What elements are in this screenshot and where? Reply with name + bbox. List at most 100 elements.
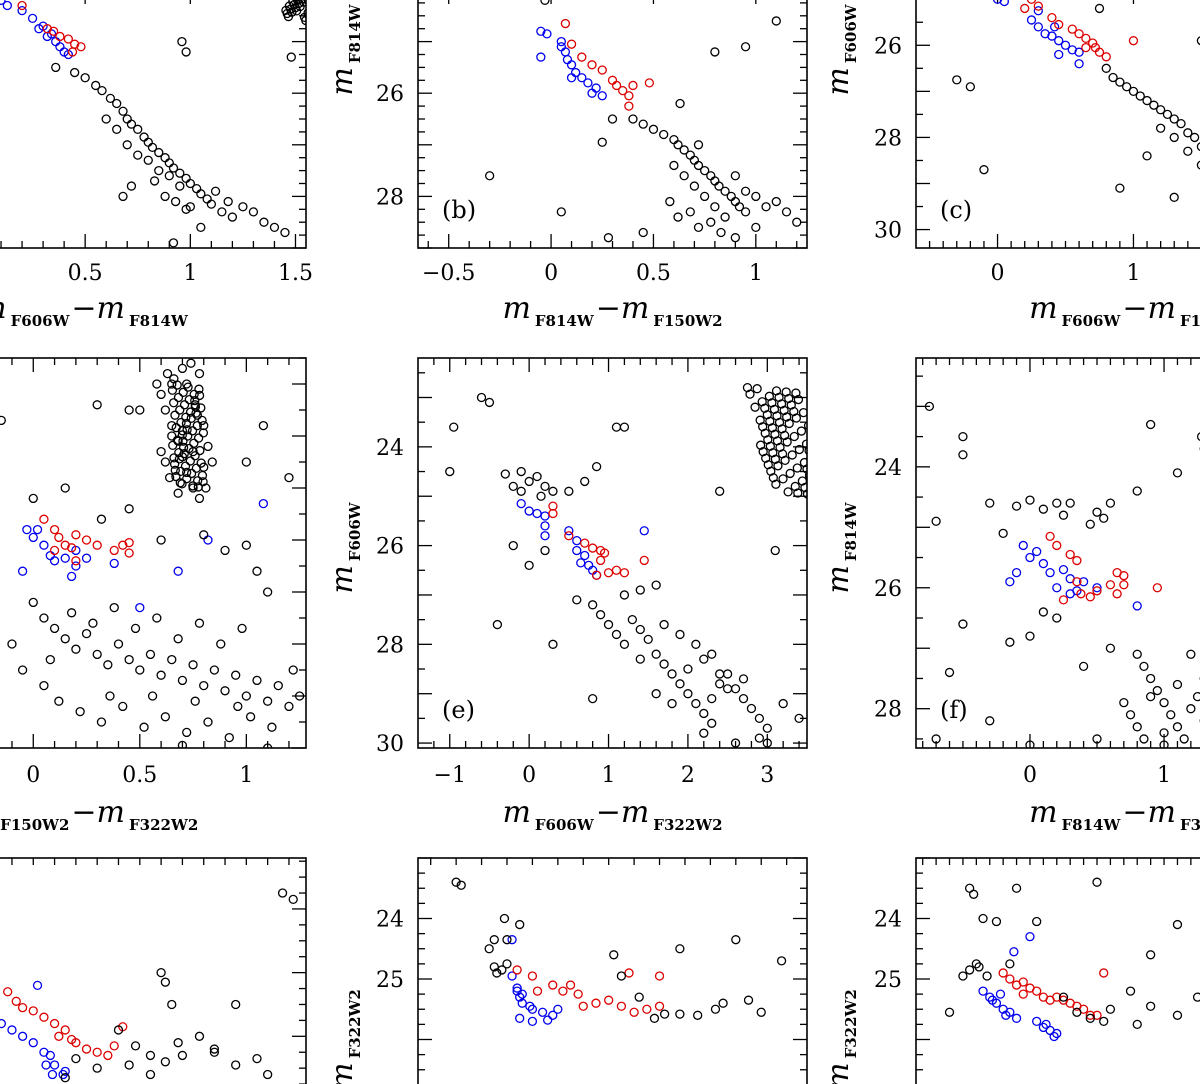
point-black (1166, 710, 1176, 720)
point-blue (32, 980, 43, 991)
point-blue (572, 545, 582, 556)
point-black (75, 706, 85, 717)
point-black (241, 691, 251, 701)
point-black (588, 693, 598, 704)
point-blue (1047, 31, 1057, 41)
point-black (1099, 513, 1109, 523)
point-black (149, 176, 160, 186)
point-black (707, 649, 717, 659)
point-blue (1065, 589, 1075, 599)
point-blue (28, 1038, 38, 1048)
point-red (1081, 42, 1091, 53)
point-black (665, 196, 675, 207)
point-black (740, 42, 751, 52)
point-black (675, 98, 685, 109)
point-black (262, 587, 273, 597)
point-black (1152, 685, 1162, 696)
point-dense (802, 464, 807, 474)
point-dense (178, 387, 188, 397)
point-blue (135, 602, 145, 613)
point-black (126, 119, 137, 129)
point-black (771, 16, 781, 26)
point-black (60, 1073, 70, 1083)
point-red (71, 530, 81, 540)
point-black (580, 476, 590, 487)
point-black (45, 654, 55, 665)
y-tick-label: 26 (376, 82, 404, 107)
point-black (964, 965, 975, 975)
point-dense (193, 433, 204, 443)
point-dense (169, 459, 180, 469)
x-tick-label: 1.5 (278, 261, 313, 286)
point-dense (170, 465, 180, 475)
point-dense (811, 485, 819, 493)
point-black (751, 222, 761, 233)
point-black (175, 181, 185, 191)
point-black (699, 654, 709, 664)
point-black (224, 732, 234, 743)
point-black (691, 639, 701, 649)
point-blue (556, 36, 566, 47)
point-black (168, 238, 179, 248)
point-black (262, 743, 273, 748)
point-black (147, 691, 158, 701)
point-black (958, 619, 968, 629)
x-axis-label-sep: −m (1122, 291, 1176, 326)
point-black (223, 196, 233, 207)
point-dense (786, 400, 796, 410)
point-black (1196, 160, 1200, 170)
panel-frame (915, 357, 1200, 749)
point-red (618, 85, 628, 96)
point-black (80, 73, 90, 83)
point-black (572, 595, 582, 605)
point-black (1105, 643, 1116, 653)
point-blue (577, 73, 587, 83)
x-axis-label-m: m (1029, 291, 1057, 326)
point-red (3, 987, 13, 997)
point-dense (195, 445, 205, 456)
point-black (1072, 1007, 1082, 1017)
point-red (81, 535, 92, 545)
point-dense (178, 442, 189, 453)
point-blue (537, 1007, 548, 1017)
point-black (931, 734, 941, 744)
point-black (1078, 661, 1089, 672)
point-blue (1018, 540, 1028, 551)
point-red (1072, 577, 1082, 587)
point-red (642, 1004, 652, 1014)
point-black (609, 950, 619, 960)
points-layer (0, 0, 306, 248)
point-black (669, 134, 679, 145)
point-black (233, 701, 243, 712)
point-red (564, 531, 574, 541)
point-blue (995, 989, 1006, 999)
point-black (237, 623, 247, 634)
point-black (97, 85, 107, 96)
point-black (675, 679, 685, 689)
point-black (109, 602, 119, 613)
point-black (1145, 1001, 1156, 1011)
point-black (194, 1031, 205, 1041)
point-dense (793, 488, 803, 498)
point-black (710, 47, 720, 57)
point-black (133, 124, 143, 134)
point-dense (789, 431, 799, 442)
point-black (751, 191, 761, 202)
point-black (145, 1069, 156, 1080)
point-black (71, 1053, 81, 1064)
point-black (227, 212, 238, 222)
point-black (1155, 105, 1166, 115)
point-black (607, 114, 618, 124)
point-black (175, 478, 185, 488)
point-dense (777, 424, 787, 434)
point-red (54, 1031, 64, 1041)
point-dense (181, 412, 191, 422)
point-dense (772, 411, 782, 421)
point-dense (804, 446, 807, 455)
point-black (484, 397, 495, 408)
point-black (792, 217, 802, 227)
point-black (28, 493, 38, 504)
x-axis-label-band2: F322W2 (653, 816, 722, 834)
